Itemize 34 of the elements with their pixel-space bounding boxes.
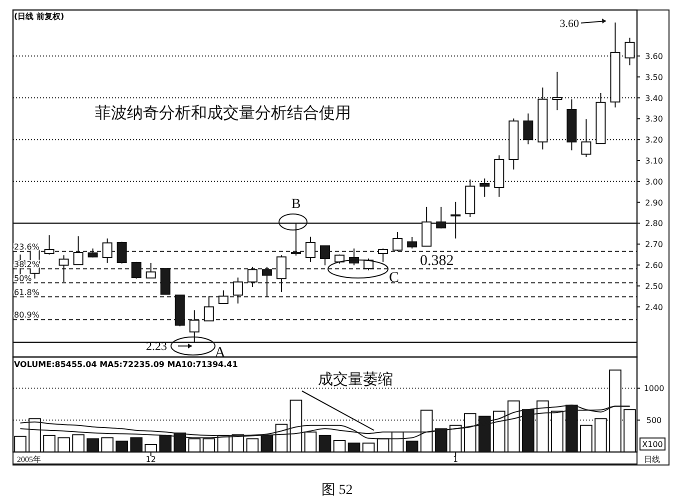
y-tick-label: 2.40 [645,302,663,312]
y-tick-label: 3.50 [645,72,663,82]
y-tick-label: 3.40 [645,94,663,103]
annotation: 3.60 [560,18,580,30]
annotation: 80.9% [14,310,40,320]
annotation: 2.23 [146,339,167,353]
annotation: 0.382 [420,253,454,269]
annotation: 成交量萎缩 [318,371,393,388]
y-tick-label: 2.70 [645,240,663,250]
y-tick-label: 3.00 [645,177,663,186]
annotation: 50% [14,274,32,283]
y-tick-label: 3.60 [645,52,663,61]
chart-subtitle: (日线 前复权) [14,12,64,21]
y-tick-label: 1000 [644,384,664,394]
y-tick-label: 3.30 [645,114,663,124]
annotation: B [291,197,301,212]
text: 日线 [644,455,660,464]
y-tick-label: 2.50 [645,282,663,291]
caption: 图 52 [321,483,353,498]
annotation: 61.8% [14,288,40,297]
y-tick-label: 2.80 [645,219,663,228]
y-axis-title: X100 [642,440,663,449]
x-tick-label: 12 [146,455,156,464]
x-tick-label: 1 [453,455,458,464]
y-tick-label: 500 [646,416,662,426]
y-tick-label: 2.60 [645,261,663,270]
chart-title: VOLUME:85455.04 MA5:72235.09 MA10:71394.41 [14,360,238,369]
annotation: 23.6% [14,242,40,252]
y-tick-label: 2.90 [645,198,663,208]
text: 2005年 [17,455,41,464]
y-tick-label: 3.10 [645,156,663,166]
annotation: 菲波纳奇分析和成交量分析结合使用 [95,104,351,122]
annotation: C [388,270,400,286]
y-tick-label: 3.20 [645,136,663,145]
